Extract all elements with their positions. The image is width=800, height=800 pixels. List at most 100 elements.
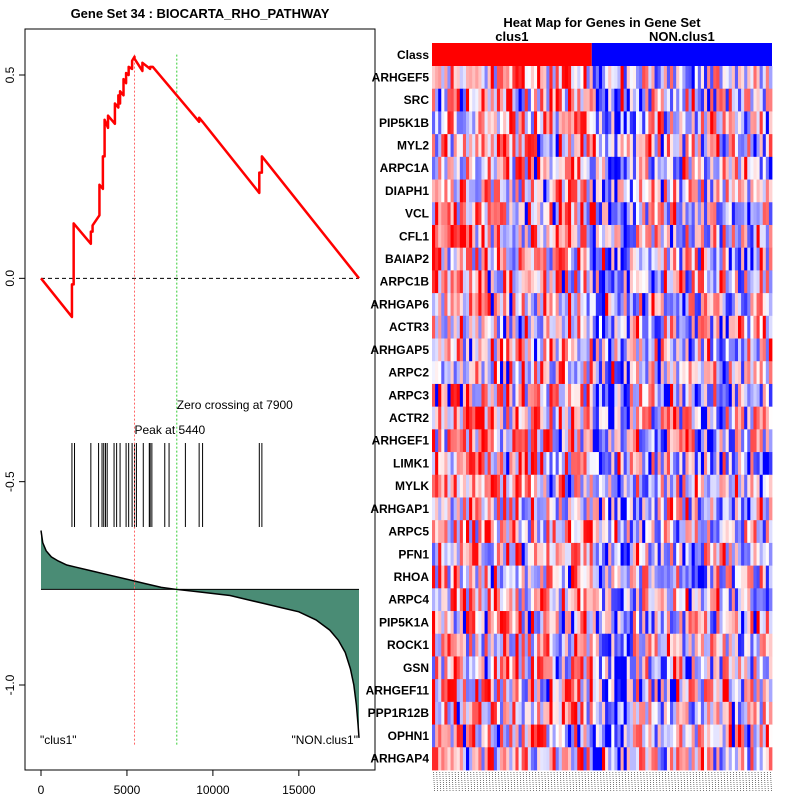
heatmap-cell: [632, 383, 637, 408]
heatmap-cell: [564, 588, 569, 612]
heatmap-cell: [462, 724, 467, 748]
heatmap-cell: [704, 111, 708, 135]
sample-label: [652, 771, 655, 792]
heatmap-cell: [549, 679, 553, 703]
heatmap-cell: [583, 111, 587, 135]
sample-label: [754, 771, 757, 792]
heatmap-cell: [481, 429, 485, 453]
heatmap-cell: [636, 679, 640, 703]
heatmap-cell: [756, 202, 761, 226]
heatmap-cell: [626, 224, 631, 249]
heatmap-cell: [602, 224, 606, 249]
heatmap-cell: [475, 270, 479, 294]
heatmap-cell: [762, 361, 767, 385]
heatmap-cell: [493, 179, 498, 203]
heatmap-cell: [660, 270, 665, 294]
heatmap-cell: [700, 497, 705, 521]
heatmap-cell: [734, 293, 739, 317]
heatmap-cell: [537, 724, 541, 748]
heatmap-cell: [629, 66, 634, 90]
heatmap-cell: [540, 633, 544, 657]
heatmap-cell: [673, 134, 677, 158]
heatmap-cell: [676, 724, 680, 748]
heatmap-cell: [540, 724, 544, 748]
heatmap-cell: [527, 134, 532, 158]
heatmap-cell: [629, 724, 634, 748]
heatmap-cell: [583, 315, 587, 339]
heatmap-cell: [571, 565, 575, 589]
heatmap-cell: [577, 520, 581, 544]
heatmap-cell: [626, 202, 631, 226]
sample-label: [467, 771, 469, 792]
heatmap-cell: [589, 156, 594, 180]
heatmap-cell: [549, 497, 553, 521]
heatmap-cell: [620, 452, 625, 476]
heatmap-cell: [719, 134, 723, 158]
heatmap-cell: [472, 429, 476, 453]
heatmap-cell: [595, 66, 600, 90]
heatmap-cell: [676, 679, 680, 703]
heatmap-cell: [435, 747, 439, 771]
heatmap-cell: [546, 588, 550, 612]
heatmap-cell: [741, 361, 745, 385]
sample-label: [494, 771, 497, 792]
heatmap-cell: [707, 88, 711, 112]
heatmap-cell: [435, 542, 439, 567]
heatmap-cell: [685, 542, 689, 567]
heatmap-cell: [450, 542, 455, 567]
heatmap-cell: [663, 224, 668, 249]
heatmap-cell: [704, 452, 708, 476]
heatmap-cell: [432, 633, 436, 657]
heatmap-cell: [481, 542, 485, 567]
heatmap-cell: [651, 452, 655, 476]
heatmap-cell: [515, 565, 519, 589]
heatmap-cell: [466, 383, 470, 408]
heatmap-cell: [682, 383, 686, 408]
heatmap-cell: [441, 66, 445, 90]
heatmap-cell: [512, 202, 516, 226]
heatmap-cell: [700, 633, 705, 657]
heatmap-cell: [626, 156, 631, 180]
heatmap-cell: [546, 156, 550, 180]
heatmap-cell: [688, 701, 693, 725]
heatmap-cell: [620, 611, 625, 635]
gene-label: PIP5K1B: [379, 116, 429, 130]
heatmap-cell: [552, 588, 557, 612]
heatmap-cell: [738, 724, 742, 748]
heatmap-cell: [626, 588, 631, 612]
heatmap-cell: [747, 361, 751, 385]
heatmap-cell: [707, 656, 711, 680]
heatmap-cell: [731, 679, 736, 703]
heatmap-cell: [484, 247, 489, 271]
heatmap-cell: [515, 497, 519, 521]
heatmap-cell: [632, 747, 637, 771]
heatmap-cell: [571, 156, 575, 180]
heatmap-cell: [753, 293, 757, 317]
heatmap-cell: [459, 633, 464, 657]
heatmap-cell: [713, 679, 717, 703]
heatmap-cell: [660, 293, 665, 317]
gene-label: LIMK1: [393, 456, 429, 470]
heatmap-cell: [660, 88, 665, 112]
heatmap-cell: [500, 383, 504, 408]
heatmap-cell: [660, 111, 665, 135]
heatmap-cell: [503, 361, 507, 385]
heatmap-cell: [564, 633, 569, 657]
heatmap-cell: [589, 361, 594, 385]
heatmap-cell: [750, 270, 754, 294]
heatmap-cell: [435, 202, 439, 226]
heatmap-cell: [438, 497, 442, 521]
heatmap-cell: [490, 656, 495, 680]
heatmap-cell: [688, 474, 693, 498]
heatmap-cell: [506, 724, 510, 748]
heatmap-cell: [725, 156, 730, 180]
heatmap-cell: [515, 134, 519, 158]
heatmap-cell: [611, 679, 615, 703]
sample-label: [655, 771, 658, 792]
heatmap-cell: [530, 429, 535, 453]
heatmap-cell: [466, 338, 470, 362]
heatmap-cell: [459, 179, 464, 203]
heatmap-cell: [549, 656, 553, 680]
heatmap-cell: [623, 224, 628, 249]
heatmap-cell: [747, 429, 751, 453]
